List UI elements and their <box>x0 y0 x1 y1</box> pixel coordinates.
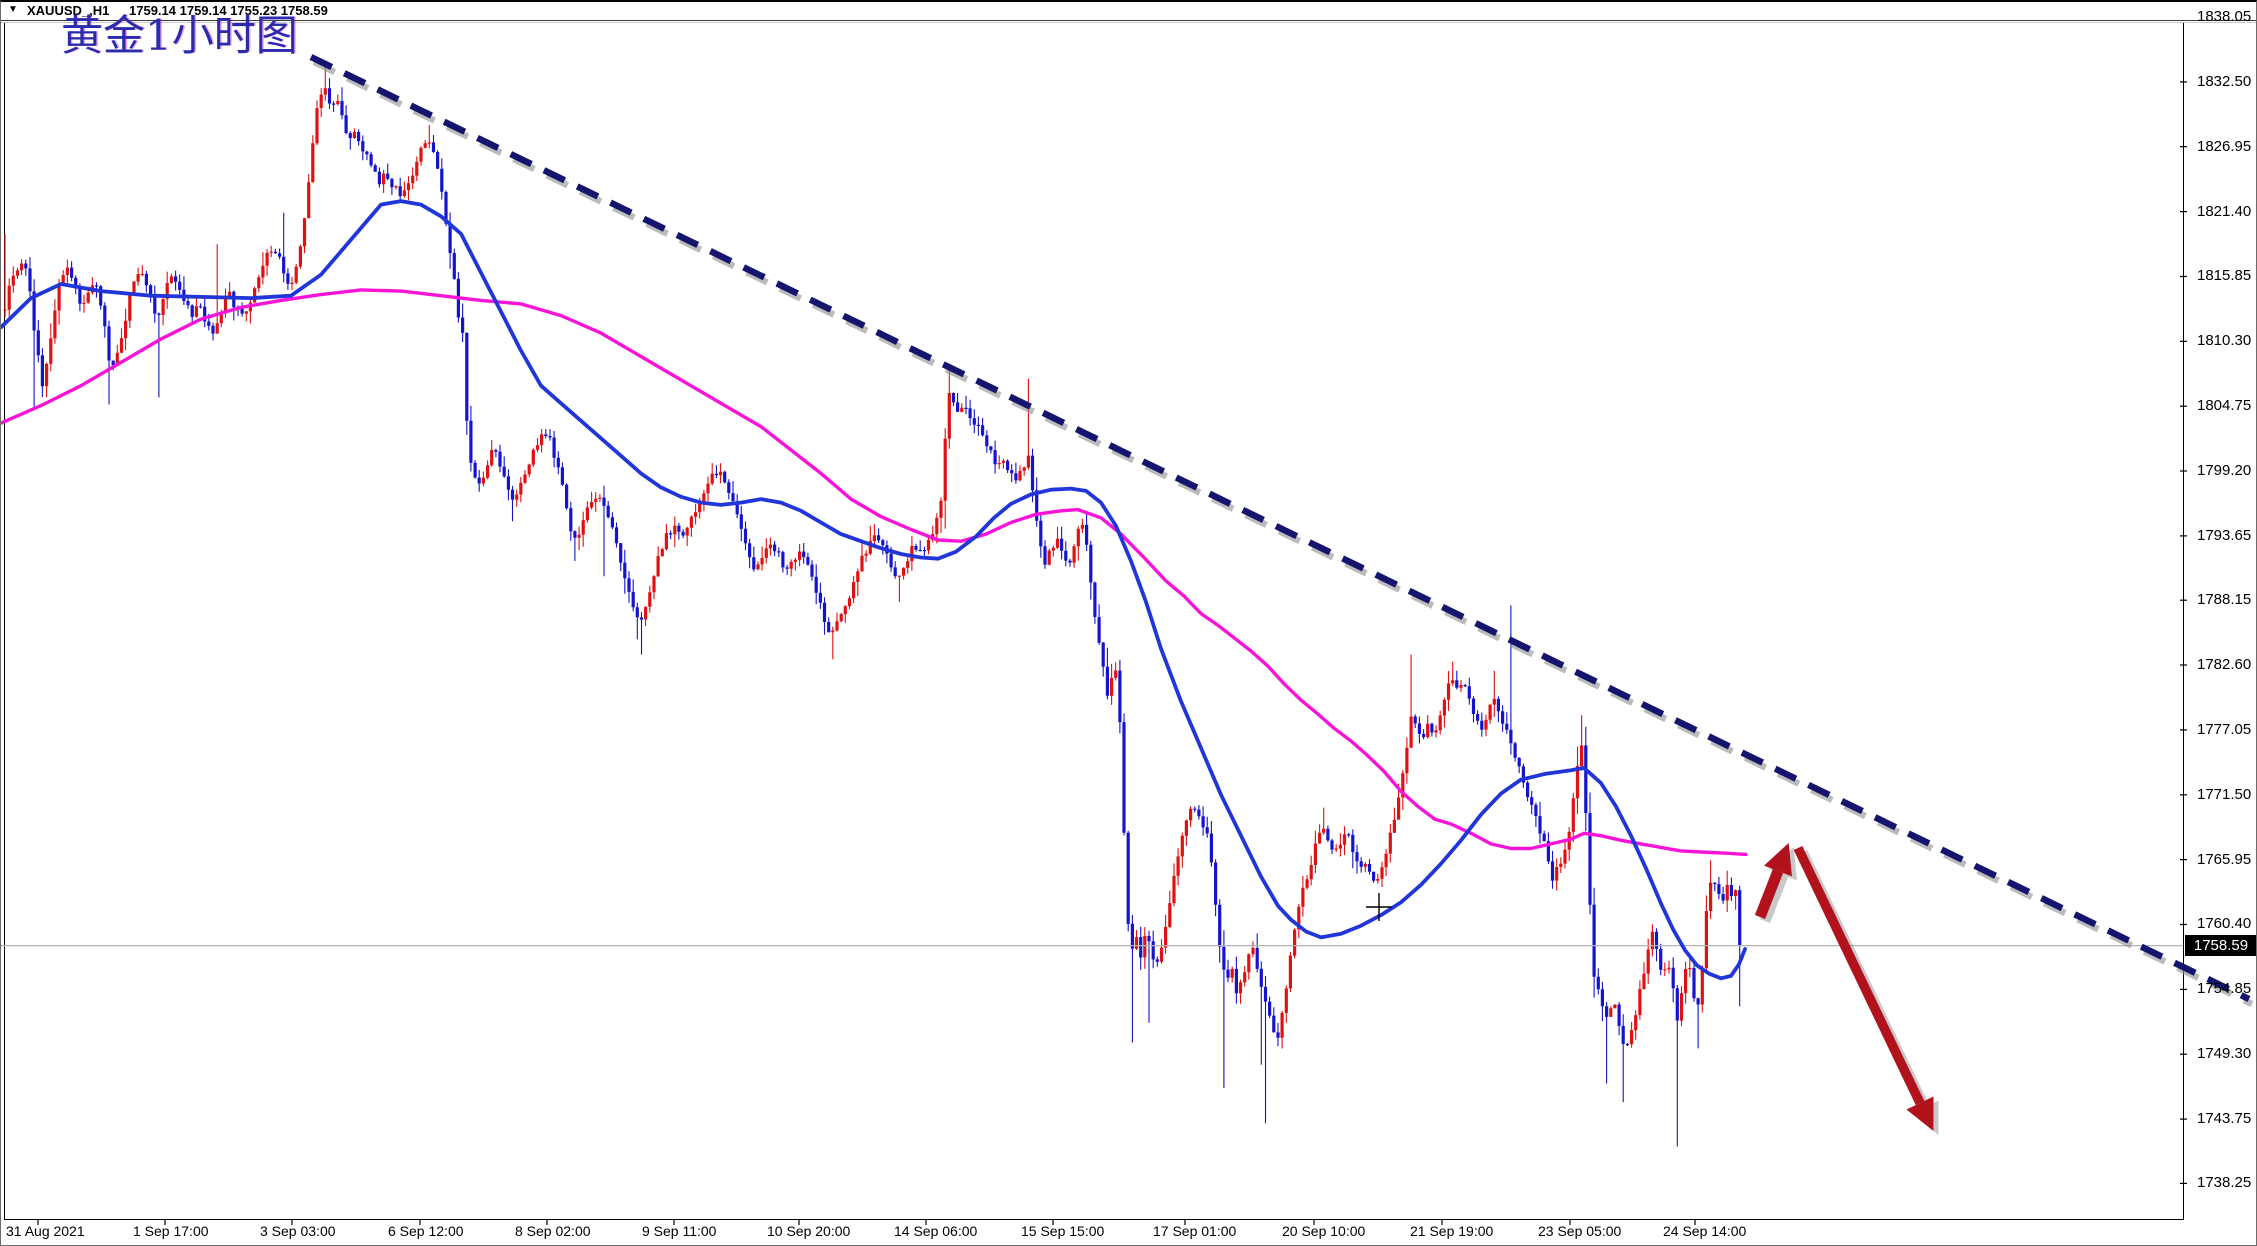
price-axis-label: 1826.95 <box>2197 137 2252 155</box>
candlesticks <box>3 60 1742 1147</box>
chart-annotation-headline: 黄金1小时图 <box>61 11 298 60</box>
ma-fast-line[interactable] <box>1 199 1747 981</box>
down-arrow[interactable] <box>1793 845 1939 1135</box>
time-axis-label: 9 Sep 11:00 <box>642 1223 717 1239</box>
price-axis-label: 1788.15 <box>2197 591 2252 609</box>
chart-title-bar: ▼ XAUUSD_,H1 1759.14 1759.14 1755.23 175… <box>1 2 2256 21</box>
cross-marker[interactable] <box>1366 893 1392 921</box>
price-axis-label: 1765.95 <box>2197 850 2252 868</box>
plot-border <box>1 22 2256 1220</box>
price-axis-label: 1838.05 <box>2197 8 2252 25</box>
price-axis-label: 1771.50 <box>2197 785 2252 803</box>
time-axis-label: 31 Aug 2021 <box>6 1223 85 1239</box>
price-axis-label: 1804.75 <box>2197 397 2252 415</box>
time-axis-label: 8 Sep 02:00 <box>515 1223 591 1239</box>
descending-trendline[interactable] <box>309 54 2254 1007</box>
time-axis-label: 23 Sep 05:00 <box>1538 1223 1622 1239</box>
price-axis-label: 1782.60 <box>2197 656 2252 674</box>
price-axis-label: 1793.65 <box>2197 526 2252 544</box>
time-axis-label: 20 Sep 10:00 <box>1282 1223 1366 1239</box>
up-arrow[interactable] <box>1754 843 1797 924</box>
price-axis-label: 1743.75 <box>2197 1110 2252 1128</box>
ohlc-values: 1759.14 1759.14 1755.23 1758.59 <box>129 3 328 18</box>
time-axis-label: 1 Sep 17:00 <box>133 1223 209 1239</box>
price-axis-label: 1810.30 <box>2197 332 2252 350</box>
price-axis-label: 1738.25 <box>2197 1174 2252 1192</box>
axis-ticks <box>37 16 2187 1225</box>
price-axis-label: 1821.40 <box>2197 202 2252 220</box>
chart-dropdown-icon[interactable]: ▼ <box>8 4 18 15</box>
price-axis-label: 1815.85 <box>2197 267 2252 285</box>
time-axis-label: 17 Sep 01:00 <box>1153 1223 1237 1239</box>
time-axis-label: 21 Sep 19:00 <box>1410 1223 1494 1239</box>
time-axis-label: 14 Sep 06:00 <box>894 1223 978 1239</box>
time-axis-label: 24 Sep 14:00 <box>1663 1223 1747 1239</box>
symbol-timeframe-label: XAUUSD_,H1 <box>27 3 110 18</box>
time-axis-label: 6 Sep 12:00 <box>388 1223 464 1239</box>
time-axis-label: 3 Sep 03:00 <box>260 1223 336 1239</box>
price-axis-label: 1749.30 <box>2197 1045 2252 1063</box>
price-axis-label: 1832.50 <box>2197 72 2252 90</box>
price-axis-label: 1777.05 <box>2197 720 2252 738</box>
ma-slow-line[interactable] <box>1 288 1748 857</box>
time-axis-label: 15 Sep 15:00 <box>1021 1223 1105 1239</box>
price-axis-label: 1760.40 <box>2197 915 2252 933</box>
time-axis-label: 10 Sep 20:00 <box>767 1223 851 1239</box>
price-axis-label: 1799.20 <box>2197 462 2252 480</box>
current-price-tag: 1758.59 <box>2185 935 2256 957</box>
price-axis-label: 1754.85 <box>2197 980 2252 998</box>
